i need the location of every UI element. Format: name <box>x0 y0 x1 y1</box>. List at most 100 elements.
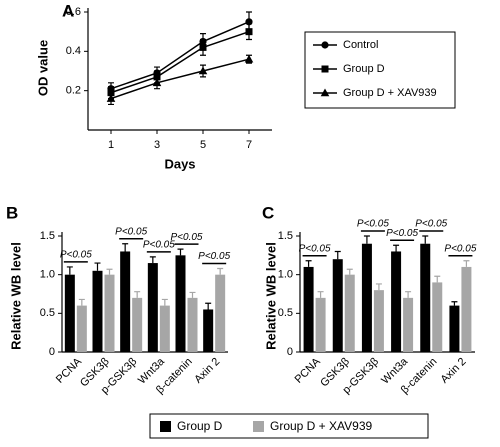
error-bar <box>189 291 196 298</box>
x-tick-label: 1 <box>108 139 114 151</box>
bar <box>391 251 402 352</box>
bar <box>461 266 472 352</box>
error-bar <box>177 248 184 256</box>
bar <box>315 297 326 352</box>
marker <box>199 43 207 51</box>
x-axis-title: Days <box>164 156 195 171</box>
marker <box>198 66 208 75</box>
legend-label: Group D + XAV939 <box>270 419 372 433</box>
error-bar <box>375 283 382 291</box>
marker <box>152 78 162 87</box>
error-bar <box>317 291 324 298</box>
error-bar <box>122 243 129 252</box>
error-bar <box>305 260 312 267</box>
error-bar <box>422 235 429 244</box>
error-bar <box>363 235 370 244</box>
panel-label: A <box>62 1 74 20</box>
bar <box>361 243 372 352</box>
legend-swatch <box>253 421 264 432</box>
series-line <box>110 58 250 100</box>
annotation: P<0.05 <box>357 219 389 230</box>
annotation: P<0.05 <box>198 251 230 262</box>
y-tick-label: 0.4 <box>66 45 81 57</box>
bar <box>303 266 314 352</box>
marker <box>244 54 254 63</box>
y-tick-label: 1.0 <box>40 269 55 281</box>
error-bar <box>205 302 212 310</box>
legend-swatch <box>160 421 171 432</box>
annotation: P<0.05 <box>171 232 203 243</box>
legend-box <box>149 413 429 439</box>
y-tick-label: 0.5 <box>40 307 55 319</box>
bar <box>104 274 115 352</box>
bar <box>132 297 143 352</box>
panel-label: B <box>6 203 18 222</box>
y-tick-label: 1.0 <box>278 269 293 281</box>
bar <box>403 297 414 352</box>
marker <box>106 94 116 102</box>
bar <box>449 305 460 352</box>
bar <box>175 255 186 352</box>
bar <box>76 305 87 352</box>
y-axis-title: Relative WB level <box>8 242 23 350</box>
x-tick-label: Axin 2 <box>192 356 222 386</box>
legend-box <box>304 31 456 109</box>
bar <box>92 270 103 352</box>
bar <box>187 297 198 352</box>
y-tick-label: 0.5 <box>278 307 293 319</box>
y-axis-title: OD value <box>35 40 50 96</box>
legend-label: Group D <box>177 419 223 433</box>
y-tick-label: 0.6 <box>66 6 81 18</box>
x-tick-label: Axin 2 <box>438 356 468 386</box>
error-bar <box>405 291 412 298</box>
y-axis-title: Relative WB level <box>263 242 278 350</box>
x-tick-label: 3 <box>154 139 160 151</box>
marker <box>320 88 330 97</box>
error-bar <box>393 244 400 252</box>
annotation: P<0.05 <box>115 226 147 237</box>
bar <box>147 263 158 352</box>
bar <box>64 274 75 352</box>
bar <box>159 305 170 352</box>
y-tick-label: 0 <box>49 346 55 358</box>
panel-label: C <box>262 203 274 222</box>
marker <box>245 28 253 36</box>
annotation: P<0.05 <box>444 243 476 254</box>
annotation: P<0.05 <box>299 243 331 254</box>
annotation: P<0.05 <box>386 228 418 239</box>
annotation: P<0.05 <box>143 240 175 251</box>
series-line <box>110 30 250 94</box>
error-bar <box>434 275 441 283</box>
bar <box>432 282 443 352</box>
bar <box>420 243 431 352</box>
bar <box>373 290 384 352</box>
annotation: P<0.05 <box>60 250 92 261</box>
series-line <box>110 21 250 90</box>
y-tick-label: 0.2 <box>66 85 81 97</box>
bar <box>332 259 343 352</box>
legend-label: Control <box>343 39 378 51</box>
y-tick-label: 1.5 <box>278 230 293 242</box>
legend-label: Group D + XAV939 <box>343 87 437 99</box>
error-bar <box>334 250 341 260</box>
x-tick-label: 7 <box>246 139 252 151</box>
marker <box>321 65 329 73</box>
bar <box>120 251 131 352</box>
error-bar <box>149 256 156 264</box>
legend-label: Group D <box>343 63 385 75</box>
x-tick-label: 5 <box>200 139 206 151</box>
error-bar <box>66 266 73 275</box>
error-bar <box>94 262 101 271</box>
annotation: P<0.05 <box>415 219 447 230</box>
error-bar <box>134 291 141 298</box>
bar <box>215 274 226 352</box>
error-bar <box>78 298 85 306</box>
bar <box>344 274 355 352</box>
error-bar <box>161 298 168 306</box>
error-bar <box>106 268 113 275</box>
bar <box>203 309 214 352</box>
error-bar <box>346 268 353 275</box>
y-tick-label: 1.5 <box>40 230 55 242</box>
error-bar <box>451 301 458 306</box>
